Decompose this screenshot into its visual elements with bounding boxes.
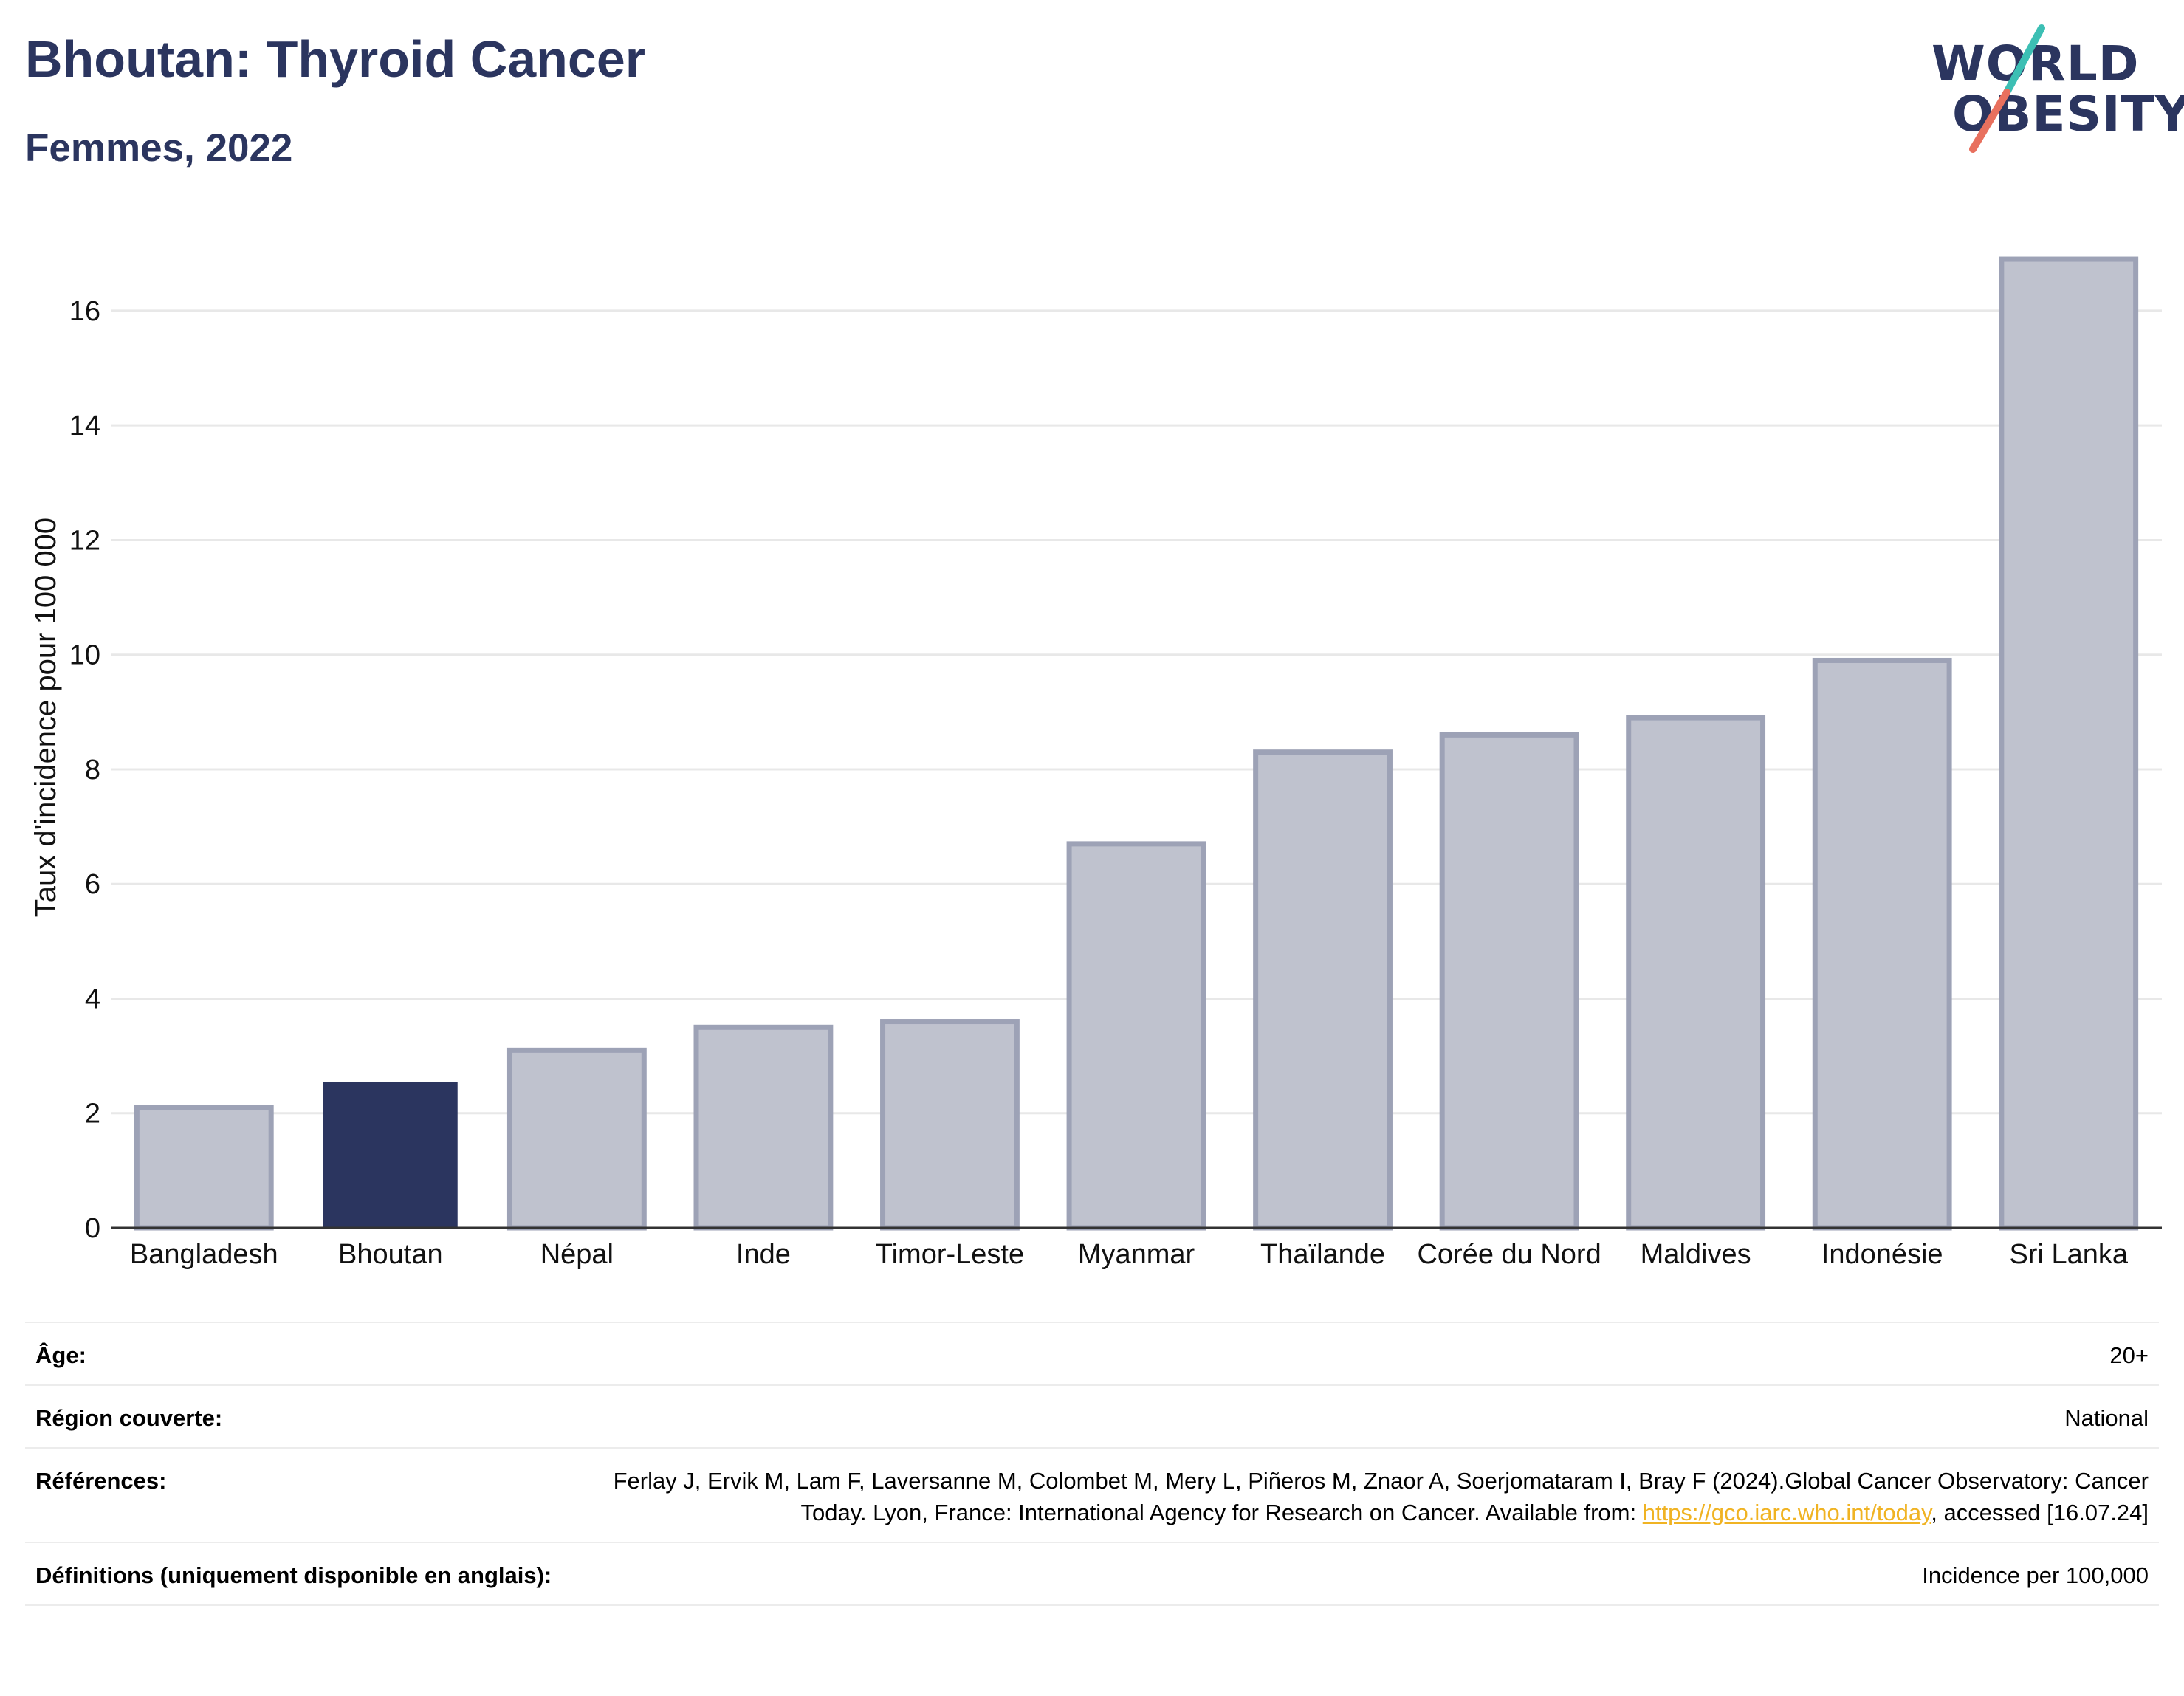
age-label: Âge:: [35, 1342, 86, 1368]
x-tick-label: Thaïlande: [1260, 1239, 1385, 1270]
bar-tha-lande: [1253, 749, 1393, 1231]
x-tick-label: Myanmar: [1078, 1239, 1195, 1270]
x-tick-label: Sri Lanka: [2009, 1239, 2128, 1270]
region-label: Région couverte:: [35, 1405, 223, 1431]
age-value: 20+: [2109, 1342, 2149, 1368]
x-tick-labels: Bangladesh Bhoutan Népal Inde Timor-Leste Mya…: [130, 1239, 2129, 1270]
meta-row-definitions: Définitions (uniquement disponible en an…: [25, 1543, 2159, 1606]
y-tick-label: 8: [85, 755, 100, 786]
bar-indon-sie: [1812, 657, 1952, 1231]
y-tick-label: 4: [85, 983, 100, 1014]
x-tick-label: Indonésie: [1821, 1239, 1943, 1270]
y-tick-label: 12: [69, 525, 100, 556]
y-tick-label: 6: [85, 869, 100, 900]
y-tick-labels: 0 2 4 6 8 10 12 14 16: [69, 296, 100, 1244]
bar-bangladesh: [134, 1105, 274, 1231]
bar-myanmar: [1066, 841, 1206, 1231]
x-tick-label: Bangladesh: [130, 1239, 278, 1270]
bar-sri-lanka: [1999, 256, 2139, 1231]
bar-cor-e-du-nord: [1439, 732, 1579, 1231]
y-axis-label: Taux d'incidence pour 100 000: [30, 518, 62, 917]
y-tick-label: 16: [69, 296, 100, 327]
bar-bhoutan: [323, 1082, 458, 1228]
region-value: National: [2064, 1405, 2149, 1431]
references-text: Ferlay J, Ervik M, Lam F, Laversanne M, …: [613, 1468, 2149, 1525]
x-tick-label: Inde: [736, 1239, 791, 1270]
references-link[interactable]: https://gco.iarc.who.int/today: [1642, 1500, 1931, 1525]
x-tick-label: Corée du Nord: [1417, 1239, 1601, 1270]
bar-n-pal: [506, 1047, 647, 1231]
meta-row-references: Références: Ferlay J, Ervik M, Lam F, La…: [25, 1449, 2159, 1543]
chart-subtitle: Femmes, 2022: [25, 126, 293, 170]
references-value: Ferlay J, Ervik M, Lam F, Laversanne M, …: [598, 1465, 2149, 1528]
bars: [134, 256, 2139, 1231]
chart-title: Bhoutan: Thyroid Cancer: [25, 30, 646, 88]
x-tick-label: Timor-Leste: [876, 1239, 1024, 1270]
bar-timor-leste: [880, 1019, 1020, 1231]
logo-slash-icon: [1969, 24, 2045, 153]
x-tick-label: Maldives: [1641, 1239, 1751, 1270]
references-accessed: , accessed [16.07.24]: [1931, 1500, 2149, 1525]
y-tick-label: 2: [85, 1099, 100, 1130]
bar-chart: 0 2 4 6 8 10 12 14 16 Bangladesh Bhoutan Népal Inde…: [30, 256, 2162, 1270]
meta-row-age: Âge: 20+: [25, 1323, 2159, 1386]
world-obesity-logo: WORLD OBESITY: [1920, 22, 2184, 155]
x-tick-label: Népal: [540, 1239, 614, 1270]
x-tick-label: Bhoutan: [338, 1239, 443, 1270]
definitions-label: Définitions (uniquement disponible en an…: [35, 1562, 552, 1588]
y-tick-label: 0: [85, 1213, 100, 1244]
y-tick-label: 10: [69, 640, 100, 671]
meta-row-region: Région couverte: National: [25, 1386, 2159, 1449]
definitions-value: Incidence per 100,000: [1922, 1562, 2149, 1588]
bar-inde: [693, 1024, 834, 1231]
metadata-table: Âge: 20+ Région couverte: National Référ…: [25, 1322, 2159, 1606]
y-tick-label: 14: [69, 411, 100, 442]
references-label: Références:: [35, 1468, 167, 1494]
bar-maldives: [1626, 715, 1766, 1231]
